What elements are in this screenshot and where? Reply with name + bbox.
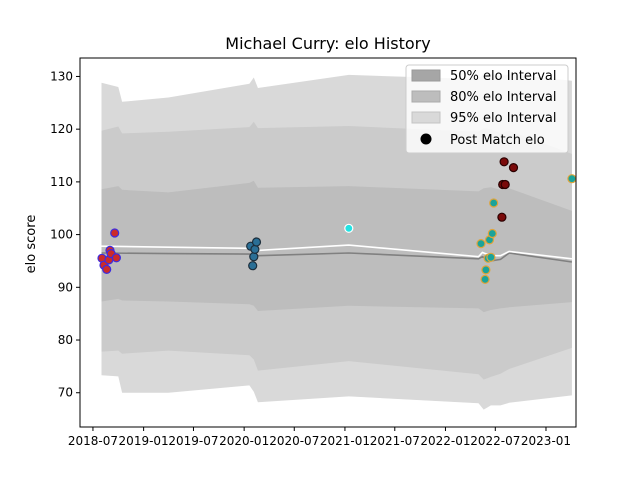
legend-swatch-80 (411, 90, 441, 103)
legend-label-80: 80% elo Interval (450, 90, 557, 105)
post-match-point-19 (486, 252, 496, 262)
post-match-point-22 (497, 212, 507, 222)
mean-elo-line (101, 244, 572, 260)
chart-title: Michael Curry: elo History (225, 34, 430, 53)
x-tick-label-4: 2020-07 (269, 434, 319, 448)
post-match-point-2 (102, 264, 112, 274)
post-match-point-27 (567, 174, 577, 184)
post-match-point-13 (344, 223, 354, 233)
post-match-point-11 (250, 244, 260, 254)
post-match-point-6 (110, 228, 120, 238)
y-tick-label-5: 120 (50, 122, 73, 136)
x-tick-label-6: 2021-07 (370, 434, 420, 448)
post-match-point-10 (249, 252, 259, 262)
y-tick-label-1: 80 (58, 333, 73, 347)
x-tick-label-3: 2020-01 (219, 434, 269, 448)
post-match-points (97, 157, 577, 284)
plot-area (97, 73, 577, 410)
legend-label-95: 95% elo Interval (450, 111, 557, 126)
post-match-point-12 (251, 237, 262, 247)
post-match-point-20 (487, 228, 497, 239)
post-match-point-25 (500, 179, 510, 190)
axes-frame (79, 57, 577, 428)
post-match-point-15 (480, 274, 490, 284)
x-tick-label-9: 2023-01 (521, 434, 571, 448)
x-tick-label-8: 2022-07 (470, 434, 520, 448)
x-tick-label-2: 2019-07 (168, 434, 218, 448)
legend-box (405, 64, 569, 154)
y-tick-label-4: 110 (50, 175, 73, 189)
elo-lines (101, 244, 573, 263)
post-match-point-16 (481, 265, 491, 275)
x-axis-ticks: 2018-07 2019-01 2019-07 2020-01 2020-07 2021-… (68, 427, 571, 448)
legend-swatch-95 (411, 111, 441, 124)
x-tick-label-1: 2019-01 (119, 434, 169, 448)
x-tick-label-5: 2021-01 (320, 434, 370, 448)
x-tick-label-0: 2018-07 (68, 434, 118, 448)
post-match-point-14 (476, 239, 486, 249)
post-match-point-24 (499, 157, 509, 167)
y-tick-label-0: 70 (58, 386, 73, 400)
legend-marker-post-match (420, 133, 432, 145)
legend-label-post-match: Post Match elo (450, 133, 545, 148)
expected-elo-line (101, 252, 573, 263)
y-tick-label-2: 90 (58, 280, 73, 294)
post-match-point-9 (248, 261, 258, 271)
interval-bands (101, 73, 572, 410)
x-tick-label-7: 2022-01 (420, 434, 470, 448)
legend-swatch-50 (411, 69, 441, 82)
legend-label-50: 50% elo Interval (450, 69, 557, 84)
y-axis-ticks: 70 80 90 100 110 120 130 (50, 69, 80, 400)
post-match-point-7 (111, 253, 122, 263)
y-tick-label-3: 100 (50, 228, 73, 242)
post-match-point-26 (508, 163, 519, 173)
y-axis-label: elo score (24, 215, 39, 274)
post-match-point-21 (489, 198, 499, 208)
legend: 50% elo Interval 80% elo Interval 95% el… (405, 64, 569, 154)
y-tick-label-6: 130 (50, 69, 73, 83)
